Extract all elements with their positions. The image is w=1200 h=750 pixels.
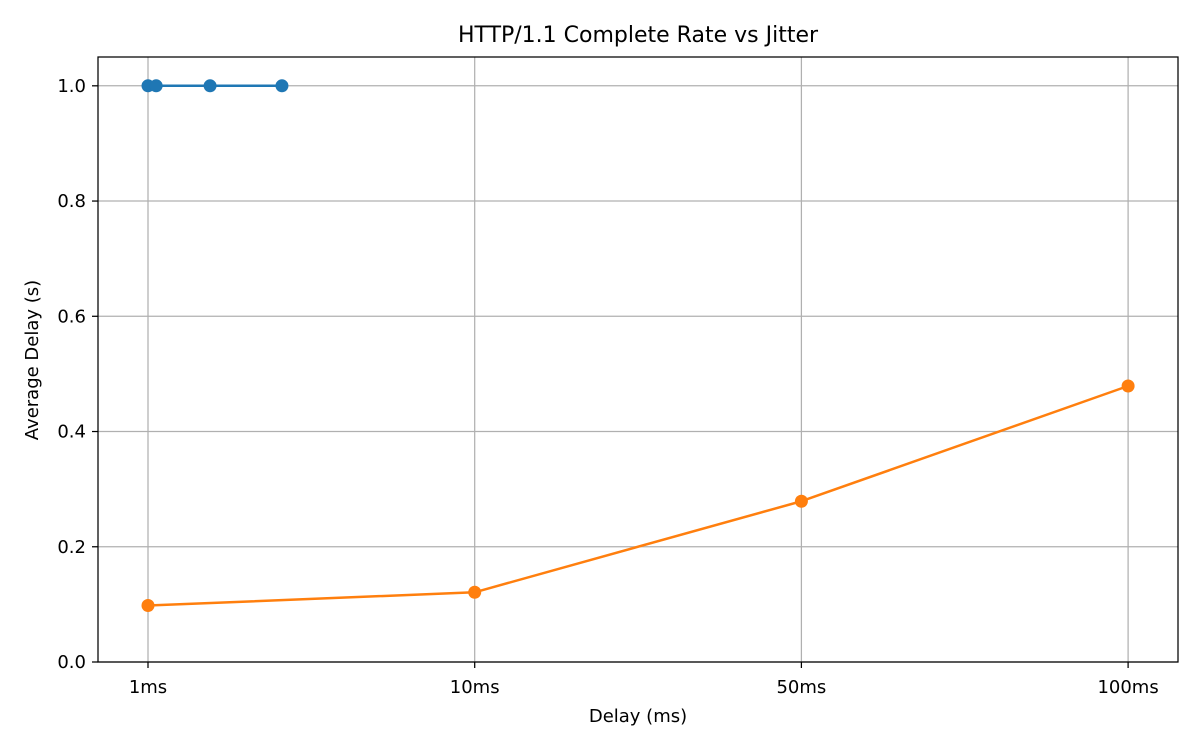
y-tick-label: 0.4 bbox=[57, 422, 86, 443]
data-point bbox=[275, 79, 289, 93]
x-tick-label: 10ms bbox=[450, 677, 500, 698]
series-layer bbox=[141, 79, 1135, 613]
y-axis-label: Average Delay (s) bbox=[22, 280, 43, 440]
y-tick-label: 0.8 bbox=[57, 191, 86, 212]
x-tick-label: 50ms bbox=[776, 677, 826, 698]
tick-layer: 1ms 10ms 50ms 100ms 0.0 0.2 0.4 0.6 0.8 1.0 bbox=[57, 76, 1158, 698]
data-point bbox=[468, 585, 482, 599]
data-point bbox=[141, 599, 155, 613]
data-point bbox=[149, 79, 163, 93]
data-point bbox=[1121, 379, 1135, 393]
series-0 bbox=[141, 79, 289, 93]
chart-title: HTTP/1.1 Complete Rate vs Jitter bbox=[458, 23, 819, 48]
plot-frame bbox=[97, 56, 1179, 663]
y-tick-label: 0.0 bbox=[57, 652, 86, 673]
y-tick-label: 1.0 bbox=[57, 76, 86, 97]
series-1 bbox=[141, 379, 1135, 613]
data-point bbox=[203, 79, 217, 93]
x-tick-label: 1ms bbox=[129, 677, 167, 698]
data-point bbox=[794, 494, 808, 508]
x-tick-label: 100ms bbox=[1097, 677, 1158, 698]
series-line bbox=[147, 384, 1129, 607]
y-tick-label: 0.6 bbox=[57, 306, 86, 327]
y-tick-label: 0.2 bbox=[57, 537, 86, 558]
x-axis-label: Delay (ms) bbox=[589, 706, 687, 727]
